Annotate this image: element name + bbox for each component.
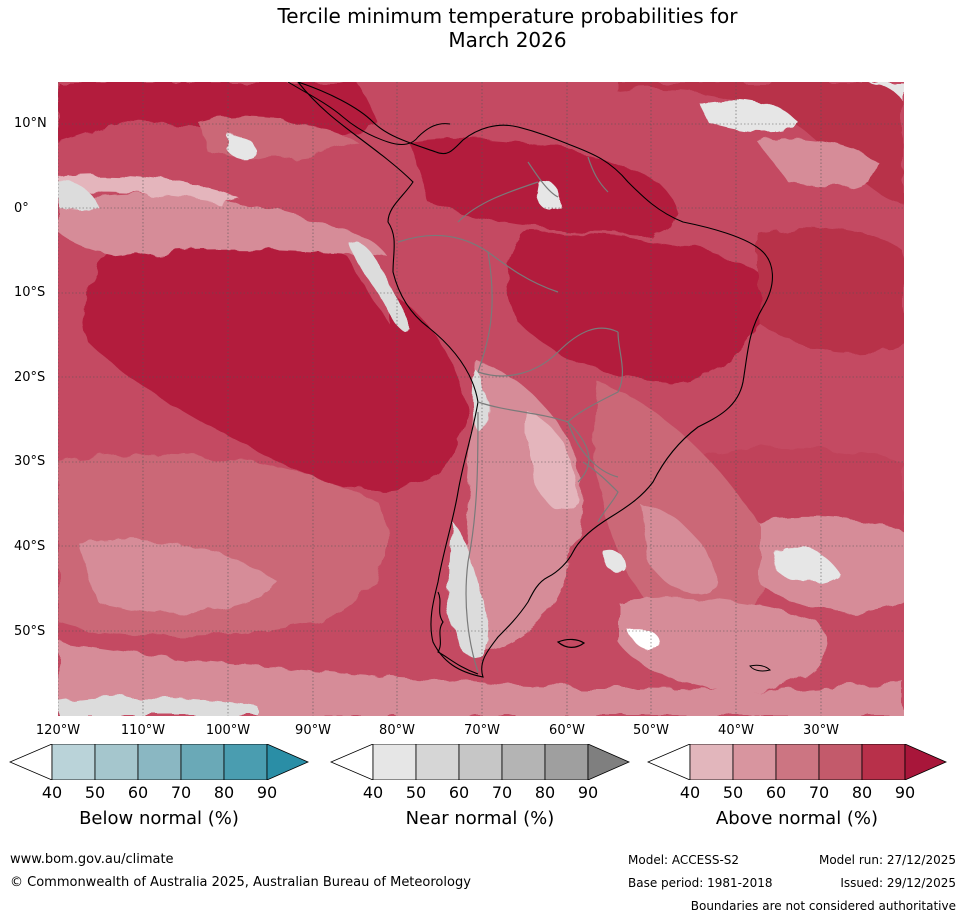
colorbar-swatch — [732, 743, 777, 781]
colorbar-swatch — [415, 743, 460, 781]
lon-label: 100°W — [205, 723, 251, 738]
colorbar-swatch — [329, 743, 374, 781]
map-title: Tercile minimum temperature probabilitie… — [277, 4, 738, 52]
colorbar-swatch — [372, 743, 417, 781]
colorbar-swatch — [818, 743, 863, 781]
below-normal-colorbar — [8, 743, 309, 781]
graticule — [58, 82, 904, 716]
colorbar-swatch — [94, 743, 139, 781]
base-period: Base period: 1981-2018 — [628, 876, 773, 890]
country-borders — [397, 156, 624, 673]
lon-label: 50°W — [633, 723, 669, 738]
probability-shading — [58, 82, 904, 716]
colorbar-swatch — [904, 743, 947, 781]
colorbar-swatch — [137, 743, 182, 781]
colorbar-swatch — [861, 743, 906, 781]
colorbar-swatch — [180, 743, 225, 781]
lat-label: 20°S — [14, 370, 46, 385]
above-normal-title: Above normal (%) — [715, 808, 879, 829]
central-america-coastline — [287, 82, 451, 145]
colorbar-swatch — [775, 743, 820, 781]
lat-label: 50°S — [14, 624, 46, 639]
lon-label: 40°W — [718, 723, 754, 738]
above-normal-colorbar — [646, 743, 947, 781]
colorbar-swatch — [646, 743, 691, 781]
probability-map[interactable] — [58, 82, 904, 716]
colorbar-swatch — [8, 743, 53, 781]
colorbar-swatch — [51, 743, 96, 781]
near-normal-colorbar — [329, 743, 630, 781]
colorbar-swatch — [689, 743, 734, 781]
near-normal-title: Near normal (%) — [405, 808, 555, 829]
colorbar-swatch — [266, 743, 309, 781]
boundaries-disclaimer: Boundaries are not considered authoritat… — [690, 899, 956, 913]
south-america-coastline — [297, 82, 773, 678]
colorbar-swatch — [587, 743, 630, 781]
chilean-fjords — [437, 591, 479, 675]
colorbar-swatch — [501, 743, 546, 781]
lon-label: 30°W — [803, 723, 839, 738]
lat-label: 30°S — [14, 454, 46, 469]
issued-date: Issued: 29/12/2025 — [840, 876, 956, 890]
lat-label: 10°S — [14, 285, 46, 300]
colorbar-swatch — [458, 743, 503, 781]
lat-label: 40°S — [14, 539, 46, 554]
lon-label: 70°W — [464, 723, 500, 738]
lon-label: 80°W — [379, 723, 415, 738]
lat-label: 10°N — [14, 116, 47, 131]
below-normal-title: Below normal (%) — [79, 808, 239, 829]
lon-label: 110°W — [120, 723, 166, 738]
lon-label: 60°W — [549, 723, 585, 738]
lon-label: 120°W — [35, 723, 81, 738]
lon-label: 90°W — [295, 723, 331, 738]
colorbar-swatch — [544, 743, 589, 781]
south-georgia — [749, 664, 771, 672]
colorbar-swatch — [223, 743, 268, 781]
copyright: © Commonwealth of Australia 2025, Austra… — [10, 875, 471, 890]
model-name: Model: ACCESS-S2 — [628, 853, 740, 867]
bom-url[interactable]: www.bom.gov.au/climate — [10, 852, 174, 867]
lat-label: 0° — [14, 201, 29, 216]
model-run: Model run: 27/12/2025 — [818, 853, 956, 867]
falkland-islands — [556, 638, 586, 648]
